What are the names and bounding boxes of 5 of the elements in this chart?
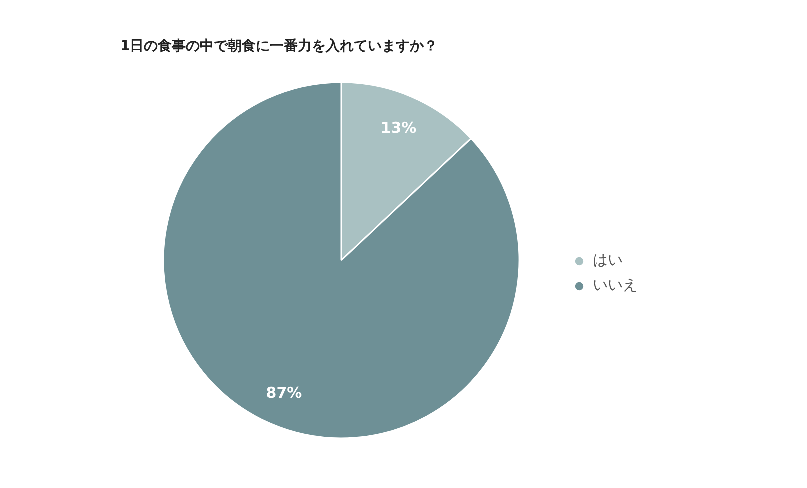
data-label: 13% bbox=[380, 119, 417, 138]
data-label: 87% bbox=[266, 384, 302, 402]
chart-title: 1日の食事の中で朝食に一番力を入れていますか？ bbox=[120, 38, 438, 54]
legend-label: はい bbox=[593, 251, 623, 270]
legend-label: いいえ bbox=[593, 276, 638, 295]
